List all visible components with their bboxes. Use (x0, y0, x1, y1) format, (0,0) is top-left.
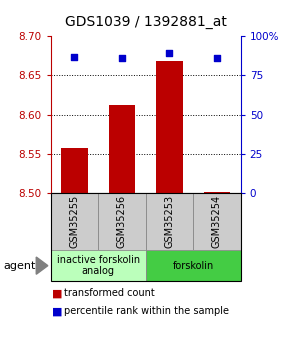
Text: GSM35255: GSM35255 (70, 195, 79, 248)
Text: percentile rank within the sample: percentile rank within the sample (64, 306, 229, 316)
Text: agent: agent (3, 261, 35, 270)
Text: inactive forskolin
analog: inactive forskolin analog (57, 255, 140, 276)
Text: GSM35253: GSM35253 (164, 195, 175, 248)
Text: ■: ■ (52, 306, 63, 316)
Text: transformed count: transformed count (64, 288, 155, 298)
Text: forskolin: forskolin (173, 261, 214, 270)
Text: ■: ■ (52, 288, 63, 298)
Point (72, 54, 77, 59)
FancyBboxPatch shape (98, 193, 146, 250)
Bar (61, 148, 88, 193)
Text: GDS1039 / 1392881_at: GDS1039 / 1392881_at (65, 15, 227, 29)
FancyBboxPatch shape (51, 193, 98, 250)
FancyBboxPatch shape (146, 250, 241, 281)
Text: GSM35254: GSM35254 (212, 195, 222, 248)
Point (215, 56, 219, 61)
Bar (204, 191, 230, 193)
Bar (109, 105, 135, 193)
Point (167, 51, 172, 56)
FancyBboxPatch shape (51, 250, 146, 281)
FancyBboxPatch shape (193, 193, 241, 250)
FancyBboxPatch shape (146, 193, 193, 250)
Polygon shape (36, 257, 48, 274)
Point (120, 56, 124, 61)
Text: GSM35256: GSM35256 (117, 195, 127, 248)
Bar (156, 61, 182, 193)
